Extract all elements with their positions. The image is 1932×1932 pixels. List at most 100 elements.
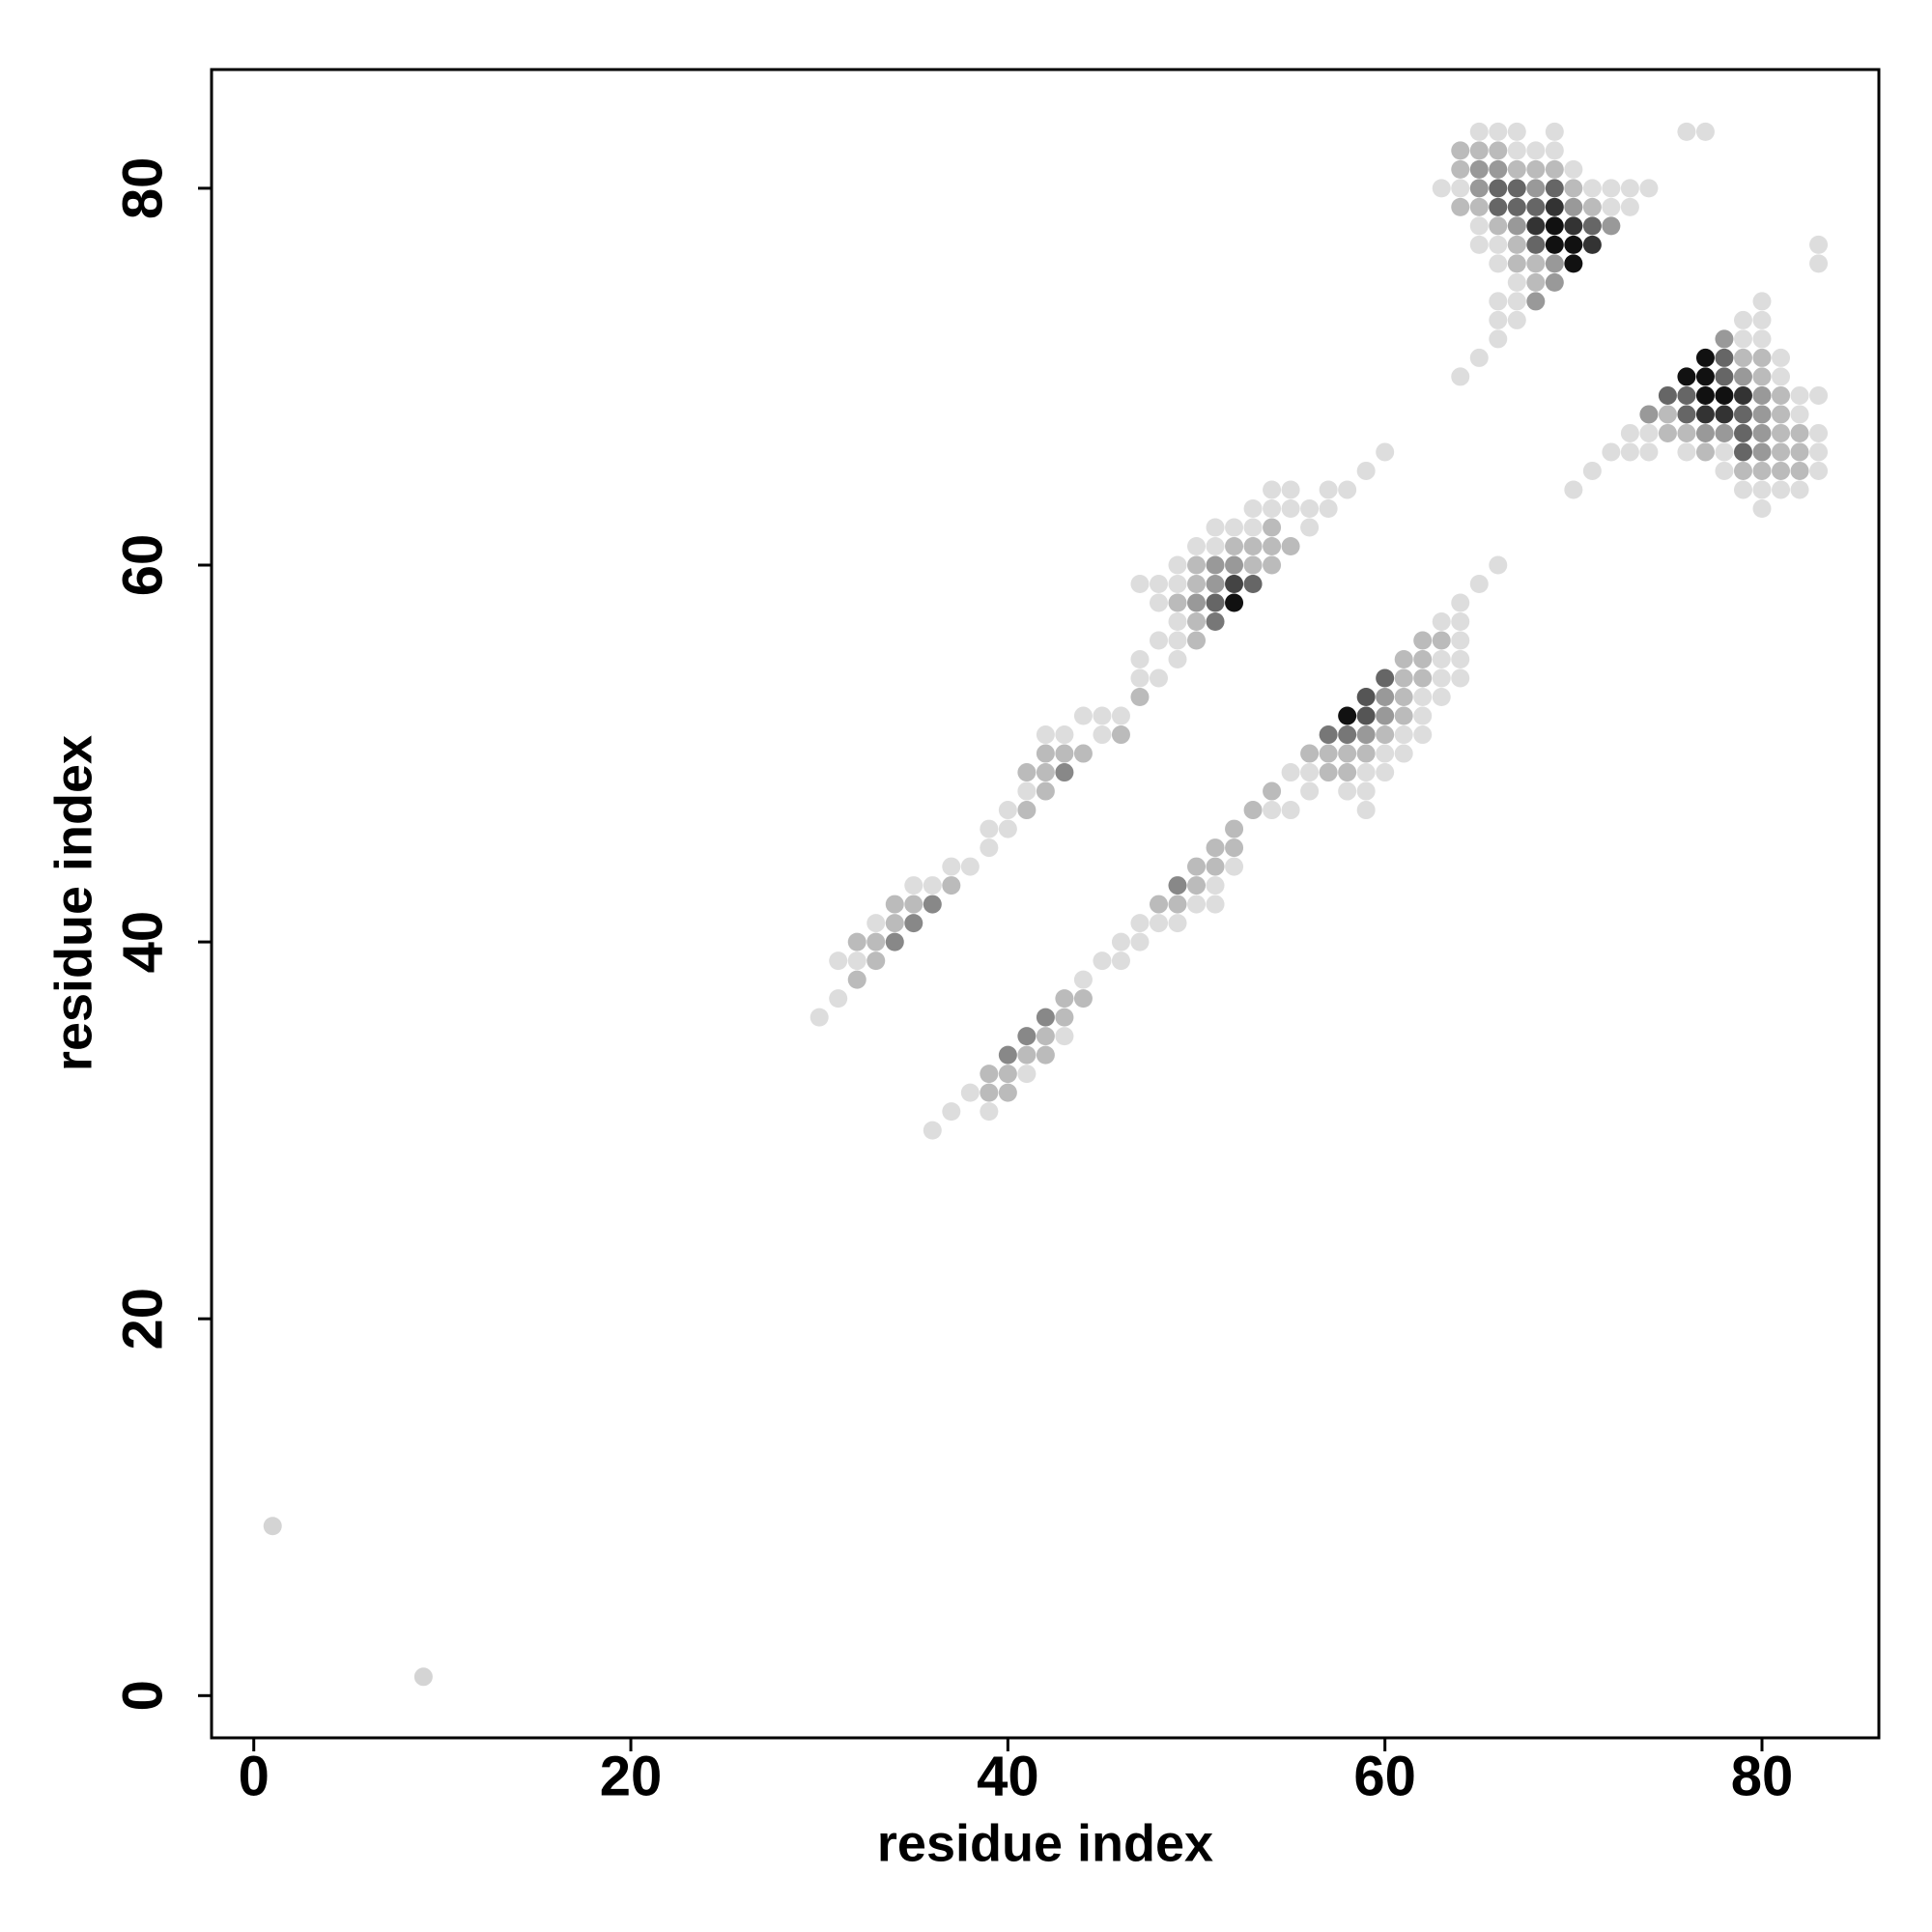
- contact-point: [1206, 612, 1225, 632]
- contact-point: [847, 932, 867, 952]
- contact-point: [1017, 763, 1037, 782]
- contact-point: [1772, 385, 1791, 405]
- contact-point: [942, 1102, 961, 1122]
- contact-point: [1677, 423, 1696, 442]
- contact-point: [1206, 593, 1225, 612]
- contact-point: [1017, 1027, 1037, 1046]
- contact-point: [1564, 197, 1583, 216]
- contact-point: [1263, 498, 1282, 518]
- contact-point: [1187, 895, 1207, 914]
- contact-point: [1715, 367, 1734, 386]
- contact-point: [1639, 423, 1659, 442]
- contact-point: [1356, 706, 1376, 725]
- contact-point: [1168, 612, 1187, 632]
- contact-point: [1451, 179, 1470, 198]
- contact-point: [1451, 159, 1470, 179]
- contact-point: [1507, 216, 1526, 236]
- contact-point: [1772, 348, 1791, 367]
- x-tick-label: 0: [239, 1745, 270, 1807]
- contact-point: [867, 952, 886, 971]
- contact-point: [1206, 838, 1225, 858]
- contact-point: [1356, 688, 1376, 707]
- contact-point: [1752, 423, 1772, 442]
- contact-point: [1149, 593, 1168, 612]
- contact-point: [1187, 631, 1207, 650]
- contact-point: [1036, 725, 1055, 745]
- contact-point: [1356, 744, 1376, 763]
- contact-point: [1073, 970, 1093, 989]
- contact-point: [1036, 763, 1055, 782]
- contact-point: [1733, 329, 1752, 349]
- contact-point: [1545, 122, 1564, 141]
- contact-point: [1093, 725, 1112, 745]
- contact-point: [1715, 423, 1734, 442]
- contact-point: [1413, 706, 1433, 725]
- contact-point: [1168, 895, 1187, 914]
- contact-point: [1772, 461, 1791, 480]
- contact-point: [1243, 536, 1263, 555]
- contact-point: [1489, 179, 1508, 198]
- contact-point: [1564, 159, 1583, 179]
- contact-point: [1243, 801, 1263, 820]
- contact-point: [1281, 763, 1300, 782]
- contact-point: [1602, 197, 1621, 216]
- contact-point: [1695, 348, 1715, 367]
- contact-point: [1772, 423, 1791, 442]
- contact-point: [1545, 197, 1564, 216]
- contact-point: [1451, 631, 1470, 650]
- contact-point: [1376, 668, 1395, 688]
- contact-point: [1733, 310, 1752, 329]
- y-tick-label: 0: [111, 1680, 174, 1711]
- contact-point: [1319, 498, 1338, 518]
- contact-point: [1243, 498, 1263, 518]
- contact-point: [1545, 179, 1564, 198]
- contact-point: [904, 876, 923, 895]
- contact-point: [1752, 461, 1772, 480]
- contact-point: [1130, 668, 1150, 688]
- contact-point: [1149, 668, 1168, 688]
- contact-point: [1545, 235, 1564, 254]
- contact-point: [1715, 348, 1734, 367]
- contact-point: [1545, 272, 1564, 292]
- contact-point: [980, 838, 999, 858]
- contact-point: [1809, 442, 1829, 462]
- contact-point: [1376, 725, 1395, 745]
- contact-point: [1790, 405, 1809, 424]
- contact-point: [1695, 442, 1715, 462]
- contact-point: [1620, 179, 1639, 198]
- contact-point: [1263, 781, 1282, 801]
- contact-point: [1055, 725, 1074, 745]
- contact-point: [1507, 235, 1526, 254]
- contact-point: [1168, 555, 1187, 575]
- contact-point: [1187, 574, 1207, 593]
- contact-point: [1620, 423, 1639, 442]
- contact-point: [1733, 480, 1752, 499]
- y-tick-label: 40: [111, 911, 174, 974]
- contact-point: [1526, 254, 1546, 273]
- contact-point: [1752, 292, 1772, 311]
- contact-point: [1772, 367, 1791, 386]
- contact-point: [1036, 744, 1055, 763]
- contact-point: [1564, 254, 1583, 273]
- contact-point: [1225, 857, 1244, 876]
- contact-point: [847, 952, 867, 971]
- contact-point: [1149, 895, 1168, 914]
- contact-point: [1677, 385, 1696, 405]
- contact-point: [1376, 763, 1395, 782]
- contact-point: [1206, 857, 1225, 876]
- y-tick-label: 20: [111, 1288, 174, 1350]
- contact-point: [1526, 216, 1546, 236]
- contact-point: [1507, 159, 1526, 179]
- contact-point: [1168, 593, 1187, 612]
- contact-point: [1225, 819, 1244, 838]
- contact-point: [904, 895, 923, 914]
- contact-point: [1225, 838, 1244, 858]
- contact-point: [1187, 555, 1207, 575]
- contact-point: [1715, 329, 1734, 349]
- contact-point: [1111, 706, 1130, 725]
- contact-point: [1507, 141, 1526, 160]
- contact-point: [1469, 574, 1489, 593]
- x-tick-label: 40: [977, 1745, 1039, 1807]
- contact-point: [1489, 159, 1508, 179]
